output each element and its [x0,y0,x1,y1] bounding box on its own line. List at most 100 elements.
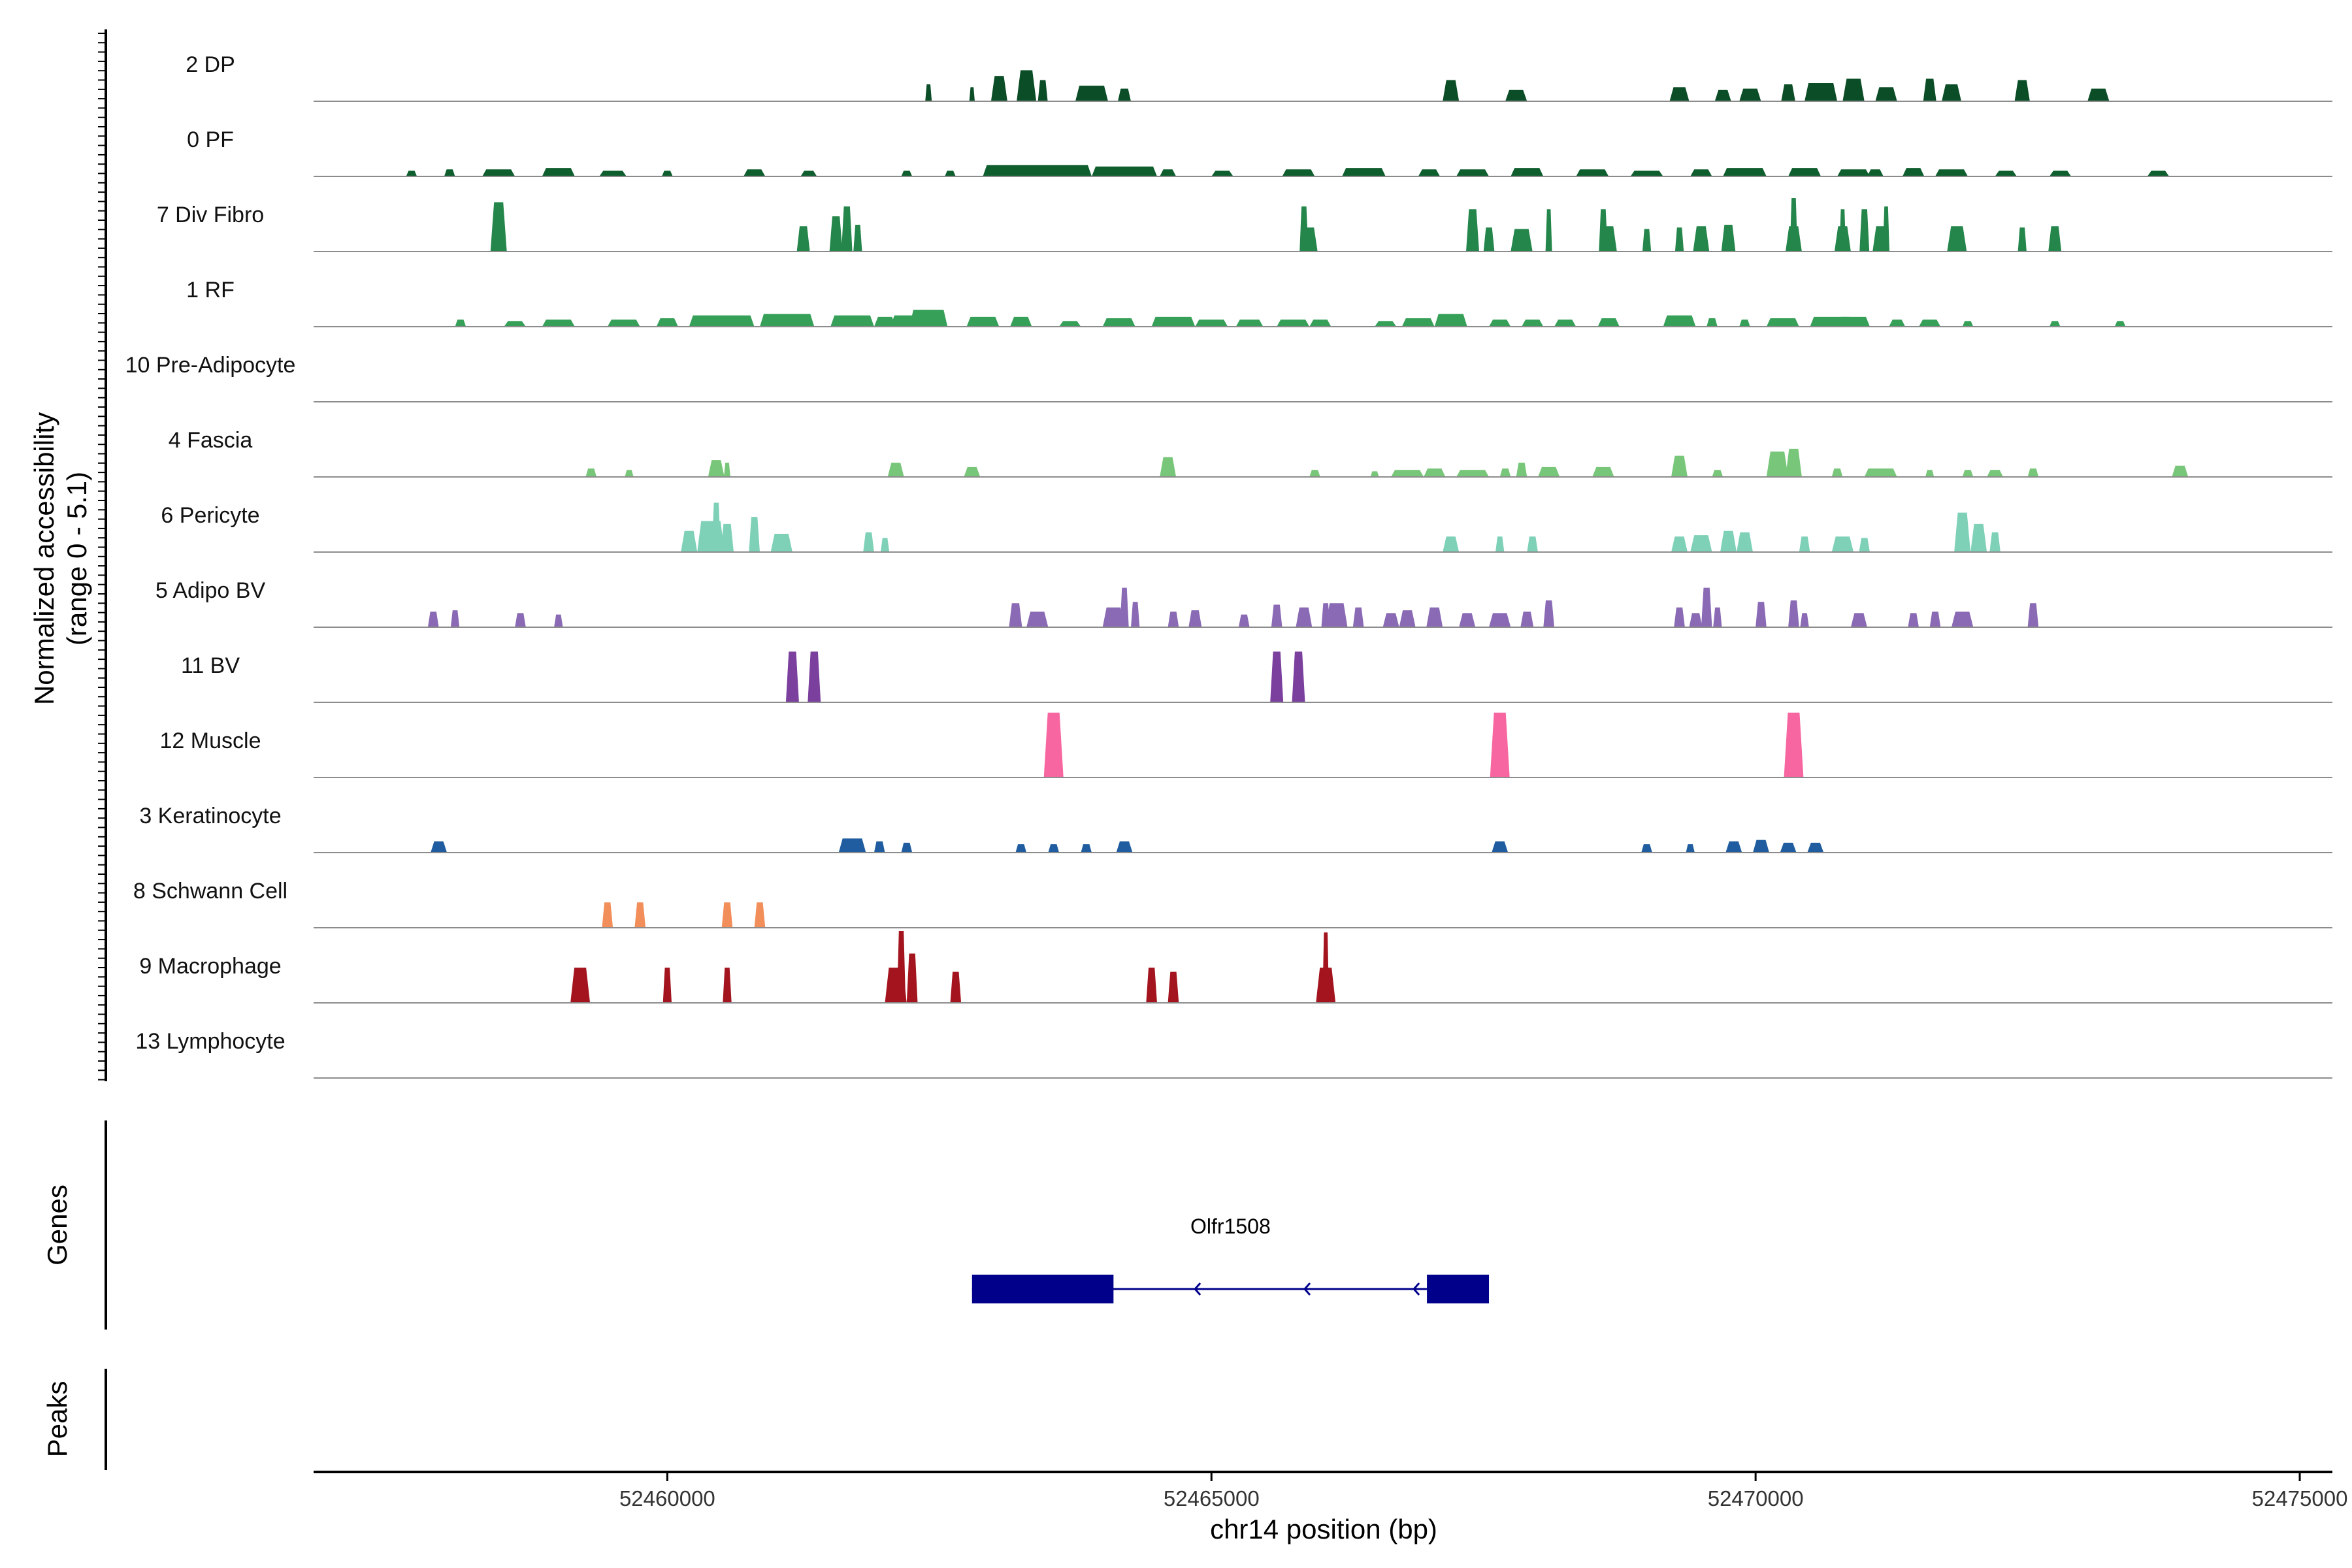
coverage-peak [1168,612,1179,627]
coverage-peak [723,968,732,1003]
coverage-peak [1516,463,1527,477]
coverage-peak [662,968,672,1003]
coverage-peak [1780,842,1797,853]
coverage-peak [1342,168,1386,176]
coverage-peak [1277,319,1310,327]
coverage-peak [1674,227,1684,252]
coverage-peak [1543,600,1554,627]
coverage-peak [1689,613,1703,627]
coverage-peak [1505,90,1527,101]
track-label: 7 Div Fibro [157,203,264,227]
coverage-peak [2049,171,2072,176]
peaks-panel-title: Peaks [42,1381,73,1458]
coverage-peak [1837,169,1870,176]
coverage-peak [853,225,862,252]
coverage-peak [599,171,627,176]
coverage-peak [1831,468,1843,477]
coverage-peak [1326,603,1348,627]
coverage-peak [1309,319,1331,327]
coverage-peak [2014,80,2030,101]
coverage-peak [634,902,646,928]
coverage-peak [1690,169,1712,176]
coverage-peak [1784,712,1804,777]
coverage-peak [662,171,673,176]
coverage-peak [1499,468,1511,477]
coverage-peak [1037,80,1048,101]
coverage-peak [515,613,526,627]
coverage-peak [681,531,698,552]
coverage-peak [1443,80,1460,101]
coverage-peak [2027,603,2039,627]
coverage-peak [1102,318,1135,327]
coverage-peak [1511,168,1544,176]
track-6: 4 Fascia [169,428,2332,478]
track-13: 9 Macrophage [139,931,2332,1004]
x-tick-label: 52460000 [619,1486,715,1511]
coverage-peak [1714,90,1731,101]
coverage-peak [1669,87,1690,101]
track-1: 2 DP [186,52,2332,102]
coverage-peak [504,321,526,327]
track-8: 5 Adipo BV [155,578,2332,628]
coverage-peak [1712,470,1723,477]
coverage-peak [2147,171,2170,176]
track-label: 2 DP [186,52,235,77]
track-14: 13 Lymphocyte [135,1029,2332,1079]
gene-exon [1427,1275,1490,1303]
coverage-peak [1146,968,1157,1003]
coverage-peak [1382,613,1399,627]
coverage-peak [785,651,799,702]
coverage-peak [1756,602,1767,627]
coverage-peak [1952,612,1974,627]
coverage-peak [1426,607,1443,627]
coverage-peak [1753,840,1769,853]
coverage-peak [1671,536,1688,552]
coverage-peak [1075,86,1108,101]
coverage-peak [1789,198,1798,252]
coverage-peak [808,651,821,702]
coverage-peak [1864,468,1897,477]
coverage-peak [1807,842,1824,853]
coverage-peak [482,169,515,176]
coverage-peak [1701,587,1712,627]
coverage-peak [964,466,981,477]
coverage-peak [1195,319,1228,327]
coverage-peak [1781,84,1795,101]
coverage-peak [1799,536,1810,552]
coverage-peak [431,841,448,853]
coverage-peak [1663,315,1696,327]
coverage-peak [721,523,734,552]
coverage-peak [1010,316,1032,327]
coverage-peak [1483,227,1495,252]
coverage-peak [1942,84,1961,101]
coverage-peak [1043,712,1064,777]
coverage-peak [1131,602,1140,627]
coverage-peak [1800,613,1809,627]
track-label: 13 Lymphocyte [135,1029,285,1054]
coverage-peak [1160,169,1177,176]
coverage-peak [1739,88,1761,101]
coverage-peak [2017,227,2027,252]
coverage-peak [1554,319,1576,327]
coverage-peak [625,470,634,477]
strand-arrow [1194,1282,1201,1296]
coverage-peak [607,319,640,327]
coverage-peak [1296,607,1313,627]
coverage-peak [1987,470,2004,477]
coverage-peak [1923,78,1936,101]
strand-arrow [1303,1282,1311,1296]
track-label: 9 Macrophage [139,954,281,979]
coverage-peak [1545,209,1552,252]
coverage-peak [1725,841,1742,853]
track-5: 10 Pre-Adipocyte [125,353,2332,402]
coverage-peak [1120,587,1129,627]
coverage-peak [1081,844,1092,853]
track-9: 11 BV [181,651,2332,703]
coverage-peak [1211,171,1233,176]
coverage-peak [950,972,962,1003]
coverage-peak [743,169,766,176]
coverage-peak [427,612,439,627]
coverage-peak [770,534,792,552]
coverage-peak [1599,209,1608,252]
coverage-peak [656,318,678,327]
